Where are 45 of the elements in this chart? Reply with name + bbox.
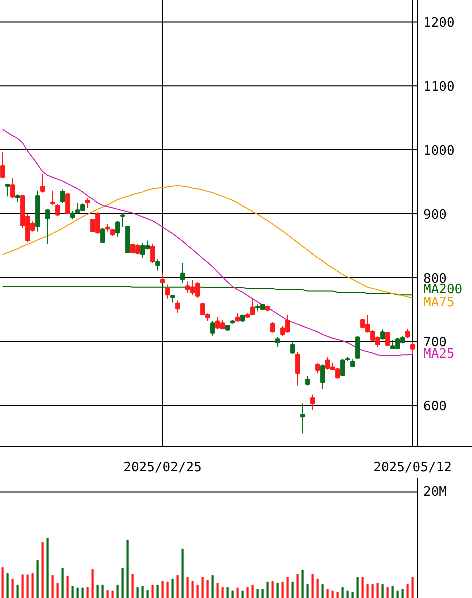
candlestick <box>150 243 156 264</box>
candlestick <box>270 322 276 334</box>
y-tick-label: 600 <box>424 400 447 415</box>
y-tick-label: 1200 <box>424 16 455 32</box>
x-tick-label: 2025/02/25 <box>124 460 202 476</box>
candlestick <box>120 212 126 228</box>
candlestick <box>46 208 50 244</box>
series-label: MA75 <box>424 296 455 311</box>
candlestick <box>86 198 90 209</box>
candlestick <box>6 184 10 198</box>
candlestick <box>40 174 46 194</box>
candlestick <box>160 272 166 284</box>
candlestick <box>156 258 160 272</box>
candlestick <box>66 194 70 214</box>
candlestick <box>56 204 60 217</box>
candlestick <box>320 364 326 390</box>
candlestick <box>180 262 186 284</box>
candlestick <box>316 362 320 374</box>
candlestick <box>356 335 360 360</box>
candlestick <box>290 341 296 354</box>
candlestick <box>310 394 316 411</box>
candlestick <box>10 178 16 200</box>
line-series <box>2 129 414 356</box>
candlestick <box>410 341 416 355</box>
candlestick <box>166 284 170 300</box>
candlestick <box>210 320 216 336</box>
y-tick-label: 900 <box>424 208 447 223</box>
candlestick <box>176 300 180 314</box>
candlestick <box>386 332 390 347</box>
candlestick <box>60 189 66 204</box>
y-tick-label: 1100 <box>424 80 455 96</box>
y-tick-label: 1000 <box>424 144 455 160</box>
candlestick <box>50 190 56 206</box>
x-tick-label: 2025/05/12 <box>374 460 452 476</box>
candlestick <box>100 227 106 244</box>
candlestick <box>116 220 120 238</box>
candlestick <box>276 336 280 348</box>
line-series <box>2 286 414 296</box>
line-series <box>2 185 414 299</box>
candlestick <box>296 352 300 386</box>
ref-line-label: 20M <box>424 484 448 500</box>
candlestick <box>0 152 6 178</box>
candlestick <box>306 376 310 386</box>
candlestick <box>380 329 386 340</box>
candlestick <box>300 403 306 434</box>
